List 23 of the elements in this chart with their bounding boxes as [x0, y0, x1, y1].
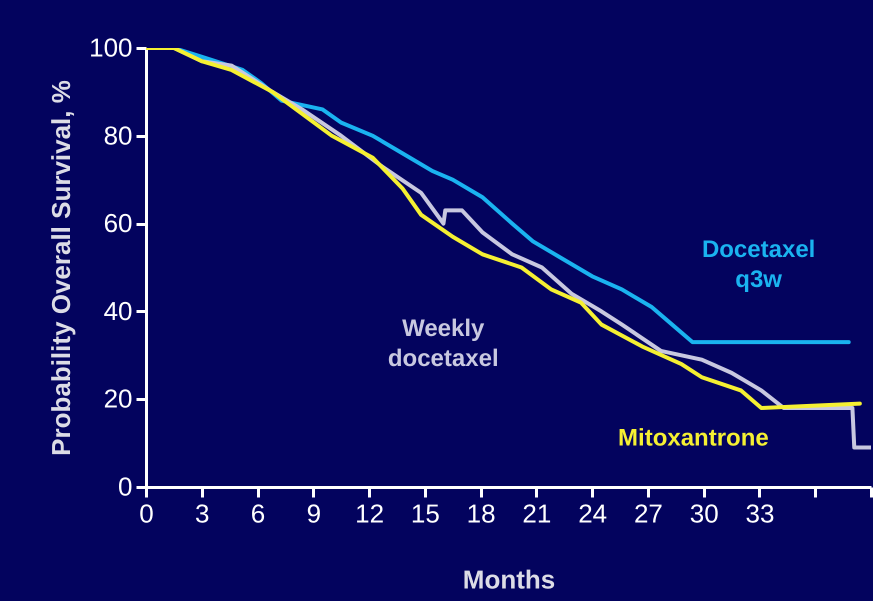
y-tick-label: 20 [104, 384, 132, 414]
x-tick-label: 30 [690, 498, 719, 528]
y-tick-label: 100 [89, 32, 132, 62]
x-tick-label: 9 [306, 498, 322, 528]
x-tick-label: 12 [355, 498, 384, 528]
y-axis-title: Probability Overall Survival, % [46, 80, 76, 456]
x-tick-label: 15 [410, 498, 440, 528]
x-tick-label: 27 [634, 498, 663, 528]
y-tick-label: 60 [104, 208, 132, 238]
x-axis-title: Months [462, 564, 556, 594]
series-label: Mitoxantrone [618, 424, 769, 452]
x-tick-label: 33 [746, 498, 774, 528]
x-tick-label: 21 [522, 498, 552, 528]
x-tick-label: 6 [250, 498, 266, 528]
x-tick-label: 24 [578, 498, 608, 528]
text: Weekly docetaxel [388, 314, 499, 372]
x-tick-label: 18 [466, 498, 496, 528]
y-tick-label: 80 [104, 120, 132, 150]
y-tick-label: 40 [104, 296, 132, 326]
x-tick-label: 0 [139, 498, 154, 528]
x-tick-label: 3 [195, 498, 210, 528]
series-label: Docetaxel q3w [702, 236, 816, 293]
y-tick-label: 0 [118, 472, 132, 502]
